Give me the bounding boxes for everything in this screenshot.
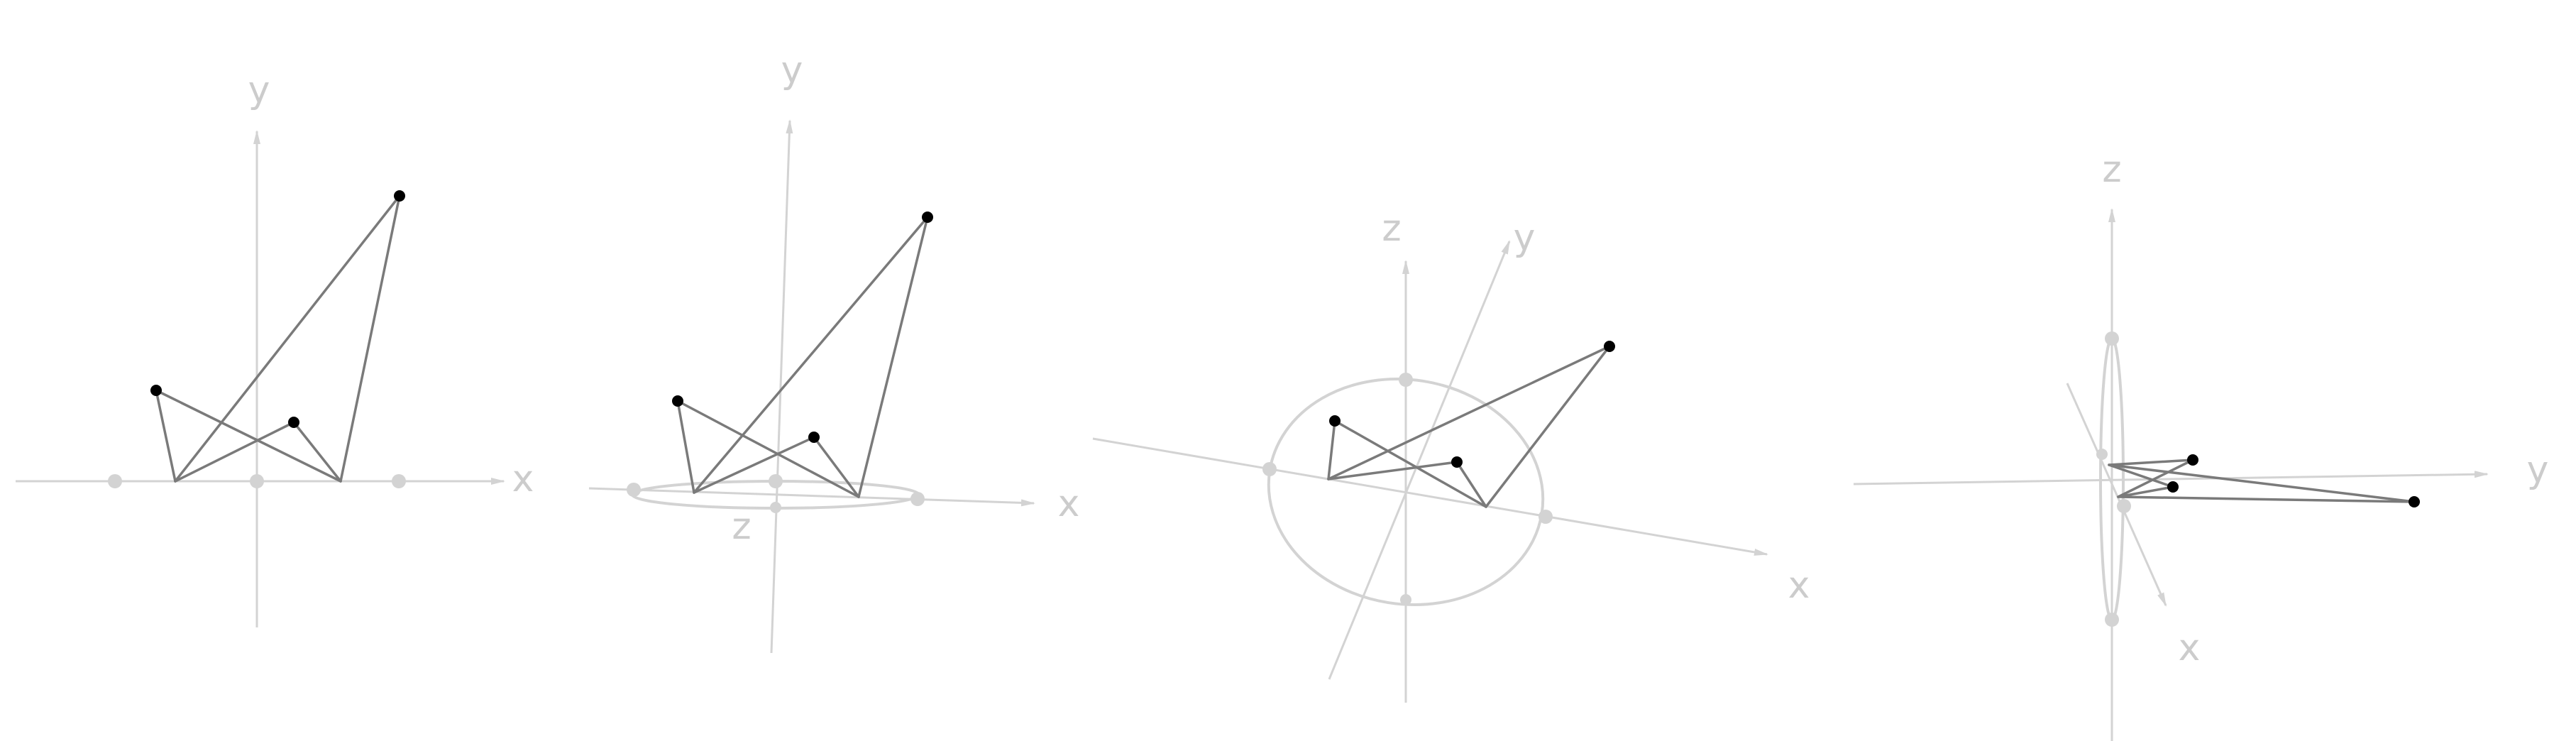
panel-4-edge [2108, 463, 2174, 488]
panel-1-vertex [288, 417, 299, 428]
panel-2-z-label: z [732, 505, 751, 548]
panel-2-y-axis [770, 119, 793, 654]
panel-3-x-axis [1092, 437, 1768, 556]
panel-2-x-label: x [1058, 483, 1080, 525]
panel-4-axis-point [2096, 449, 2108, 460]
panel-3-edges [1327, 345, 1611, 508]
panel-2-x-axis [588, 487, 1035, 507]
panel-1-vertices [150, 190, 405, 428]
panel-2-axis-point [769, 474, 783, 488]
panel-1-edge [292, 421, 342, 483]
panel-1-x-label: x [512, 458, 534, 500]
panel-3-vertex [1604, 341, 1615, 352]
panel-4-edge [2108, 459, 2194, 466]
panel-1-edge [174, 421, 295, 483]
panel-2-axis-point [627, 483, 641, 497]
panel-2-edge [813, 436, 860, 498]
panel-1-axes: x y [16, 69, 534, 627]
panel-2-vertex [922, 212, 933, 223]
panel-3-edge [1327, 345, 1611, 481]
panel-4-edge [2117, 459, 2194, 498]
panel-3: x y z [1092, 207, 1810, 703]
panel-1-edge [155, 389, 342, 483]
panel-4-y-axis [1853, 471, 2489, 485]
panel-3-axis-point [1399, 373, 1413, 387]
panel-3-x-label: x [1788, 564, 1810, 607]
panel-4-edge [2108, 463, 2416, 503]
panel-3-vertex [1329, 415, 1341, 427]
panel-2-y-label: y [781, 49, 803, 92]
panel-1-edge [339, 194, 401, 483]
panel-3-vertices [1329, 341, 1615, 468]
panel-2-vertex [808, 432, 820, 443]
panel-2-edge [693, 216, 929, 494]
panel-4-x-axis [2066, 383, 2167, 607]
panel-4-axis-point [2117, 499, 2131, 513]
panel-2-axis-point [770, 502, 781, 513]
panel-4-z-label: z [2102, 148, 2121, 191]
panel-4: x y z [1853, 148, 2549, 741]
panel-4-vertex [2409, 496, 2420, 507]
panel-1-axis-point [392, 474, 406, 488]
panel-4-vertex [2187, 454, 2198, 466]
panel-4-vertices [2167, 454, 2420, 507]
panel-3-axis-point [1262, 462, 1277, 476]
panel-4-edge [2117, 495, 2416, 503]
panel-2-edge [693, 436, 815, 494]
panel-3-edge [1333, 419, 1487, 508]
panel-3-axes: x y z [1092, 207, 1810, 703]
panel-2-axes: x y z [588, 49, 1080, 654]
panel-1-vertex [394, 190, 405, 202]
panel-2: x y z [588, 49, 1080, 654]
panel-4-vertex [2167, 481, 2179, 493]
panel-4-axis-point [2105, 331, 2119, 346]
panel-2-edge [857, 216, 929, 498]
panel-1-edges [155, 194, 401, 483]
panel-3-edge [1455, 461, 1487, 508]
panel-1-edge [155, 389, 177, 483]
panel-4-edge [2117, 485, 2174, 498]
panel-2-vertices [672, 212, 933, 443]
panel-1-axis-point [250, 474, 264, 488]
panel-1-edge [174, 194, 401, 483]
panel-1-y-label: y [248, 69, 270, 111]
panel-4-axis-point [2105, 613, 2119, 627]
panel-1-vertex [150, 385, 162, 396]
panel-3-z-label: z [1382, 207, 1401, 250]
panel-2-axis-point [910, 492, 925, 506]
panel-3-axis-point [1400, 594, 1411, 605]
panel-3-edge [1327, 419, 1336, 481]
panel-1: x y [16, 69, 534, 627]
panel-1-axis-point [108, 474, 122, 488]
panel-4-y-label: y [2527, 449, 2549, 491]
panel-3-axis-point [1539, 510, 1553, 524]
panel-2-vertex [672, 395, 683, 407]
panel-2-edge [676, 400, 695, 494]
panel-2-edge [676, 400, 860, 498]
panel-4-axes: x y z [1853, 148, 2549, 741]
panel-3-edge [1485, 345, 1611, 508]
panel-3-y-axis [1328, 240, 1511, 680]
panel-2-edges [676, 216, 929, 498]
panel-4-edges [2108, 459, 2416, 503]
panel-3-edge [1327, 461, 1458, 481]
panel-4-x-label: x [2179, 627, 2201, 669]
panel-3-vertex [1451, 456, 1463, 468]
panel-3-y-label: y [1514, 216, 1536, 259]
